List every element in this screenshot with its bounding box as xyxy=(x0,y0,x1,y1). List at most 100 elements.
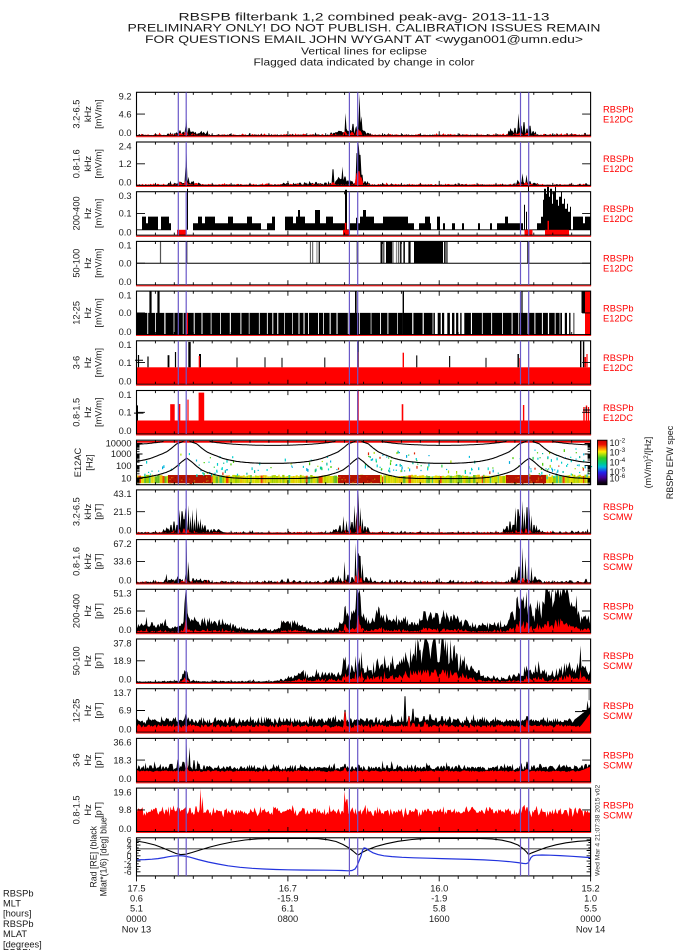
svg-text:9.8: 9.8 xyxy=(119,805,132,815)
svg-text:RBSPb: RBSPb xyxy=(603,105,634,115)
svg-text:E12DC: E12DC xyxy=(603,214,633,224)
svg-text:[pT]: [pT] xyxy=(94,802,104,818)
svg-text:0.0: 0.0 xyxy=(119,426,132,436)
svg-text:Vertical lines for eclipse: Vertical lines for eclipse xyxy=(301,46,428,57)
svg-text:RBSPb: RBSPb xyxy=(603,154,634,164)
svg-text:0.0: 0.0 xyxy=(119,128,132,138)
svg-text:SCMW: SCMW xyxy=(603,661,633,671)
svg-text:SCMW: SCMW xyxy=(603,761,633,771)
svg-text:RBSPb: RBSPb xyxy=(603,502,634,512)
svg-text:3.2-6.5: 3.2-6.5 xyxy=(72,497,82,526)
svg-text:1000: 1000 xyxy=(111,449,132,459)
svg-text:0.1: 0.1 xyxy=(119,358,132,368)
svg-text:RBSPb: RBSPb xyxy=(603,800,634,810)
svg-text:RBSPb: RBSPb xyxy=(603,403,634,413)
svg-text:16.7: 16.7 xyxy=(279,883,297,893)
svg-text:RBSPb: RBSPb xyxy=(603,254,634,264)
svg-text:RBSPb: RBSPb xyxy=(3,919,34,929)
svg-text:Hz: Hz xyxy=(83,704,93,716)
svg-text:SCMW: SCMW xyxy=(603,612,633,622)
svg-text:43.1: 43.1 xyxy=(113,489,131,499)
svg-text:Hz: Hz xyxy=(83,655,93,667)
svg-text:Nov 13: Nov 13 xyxy=(122,924,151,934)
svg-text:kHz: kHz xyxy=(83,106,93,122)
svg-text:Rad [RE] (black: Rad [RE] (black xyxy=(89,825,99,887)
svg-text:1.0: 1.0 xyxy=(584,894,597,904)
svg-text:RBSPb: RBSPb xyxy=(603,701,634,711)
svg-text:0.0: 0.0 xyxy=(119,575,132,585)
svg-text:[pT]: [pT] xyxy=(94,504,104,520)
svg-text:3-6: 3-6 xyxy=(72,753,82,766)
svg-text:0.1: 0.1 xyxy=(119,408,132,418)
svg-text:3.2-6.5: 3.2-6.5 xyxy=(72,100,82,129)
svg-text:6.1: 6.1 xyxy=(281,904,294,914)
svg-text:2: 2 xyxy=(127,846,132,856)
svg-text:0.1: 0.1 xyxy=(119,241,132,251)
svg-text:0: 0 xyxy=(127,851,132,861)
svg-text:200-400: 200-400 xyxy=(72,594,82,628)
svg-text:MLT: MLT xyxy=(3,899,21,909)
svg-text:[pT]: [pT] xyxy=(94,702,104,718)
svg-text:-6: -6 xyxy=(124,867,132,877)
svg-text:6.9: 6.9 xyxy=(119,706,132,716)
svg-text:0.1: 0.1 xyxy=(119,290,132,300)
svg-text:-2: -2 xyxy=(124,856,132,866)
svg-text:50-100: 50-100 xyxy=(72,249,82,278)
svg-text:10000: 10000 xyxy=(106,439,132,449)
svg-text:RBSPb EFW spec: RBSPb EFW spec xyxy=(665,425,675,499)
svg-text:PRELIMINARY ONLY! DO NOT PUBLI: PRELIMINARY ONLY! DO NOT PUBLISH. CALIBR… xyxy=(128,23,601,35)
svg-text:15.2: 15.2 xyxy=(582,883,600,893)
svg-text:[pT]: [pT] xyxy=(94,603,104,619)
svg-text:[mV/m]: [mV/m] xyxy=(94,348,104,377)
svg-text:25.6: 25.6 xyxy=(113,606,131,616)
svg-text:[mV/m]: [mV/m] xyxy=(94,398,104,427)
svg-text:36.6: 36.6 xyxy=(113,738,131,748)
svg-text:19.6: 19.6 xyxy=(113,787,131,797)
svg-text:67.2: 67.2 xyxy=(113,539,131,549)
svg-text:0.0: 0.0 xyxy=(119,178,132,188)
svg-text:[mV/m]: [mV/m] xyxy=(94,99,104,128)
svg-text:RBSPb: RBSPb xyxy=(603,353,634,363)
svg-text:SCMW: SCMW xyxy=(603,512,633,522)
svg-text:4: 4 xyxy=(127,840,132,850)
svg-text:RBSPb: RBSPb xyxy=(603,751,634,761)
svg-text:0.0: 0.0 xyxy=(119,277,132,287)
svg-text:18.3: 18.3 xyxy=(113,755,131,765)
svg-text:0.8-1.6: 0.8-1.6 xyxy=(72,149,82,178)
svg-text:10-5: 10-5 xyxy=(610,467,626,478)
svg-text:Mlat*(1/6) [deg] blue: Mlat*(1/6) [deg] blue xyxy=(99,817,109,896)
svg-text:SCMW: SCMW xyxy=(603,562,633,572)
svg-text:kHz: kHz xyxy=(83,155,93,171)
svg-text:E12AC: E12AC xyxy=(73,447,83,477)
svg-text:[mV/m]: [mV/m] xyxy=(94,248,104,277)
svg-text:kHz: kHz xyxy=(83,503,93,519)
svg-text:Hz: Hz xyxy=(83,257,93,269)
svg-text:MLAT: MLAT xyxy=(3,929,27,939)
svg-text:FOR QUESTIONS EMAIL JOHN WYGAN: FOR QUESTIONS EMAIL JOHN WYGANT AT <wyga… xyxy=(145,34,583,46)
svg-text:E12DC: E12DC xyxy=(603,115,633,125)
svg-text:5.5: 5.5 xyxy=(584,904,597,914)
svg-text:RBSPb: RBSPb xyxy=(3,888,34,898)
svg-text:RBSPb: RBSPb xyxy=(603,602,634,612)
svg-text:[degrees]: [degrees] xyxy=(3,939,42,949)
svg-text:[mV/m]: [mV/m] xyxy=(94,199,104,228)
svg-text:Hz: Hz xyxy=(83,357,93,369)
svg-text:0.1: 0.1 xyxy=(119,390,132,400)
svg-text:0.0: 0.0 xyxy=(119,675,132,685)
svg-text:SCMW: SCMW xyxy=(603,810,633,820)
svg-text:(mV/m)2/[Hz]: (mV/m)2/[Hz] xyxy=(643,437,653,489)
svg-text:1.2: 1.2 xyxy=(119,159,132,169)
svg-text:0.8-1.5: 0.8-1.5 xyxy=(72,795,82,824)
svg-text:SCMW: SCMW xyxy=(603,711,633,721)
svg-text:[pT]: [pT] xyxy=(94,752,104,768)
svg-text:0.0: 0.0 xyxy=(119,526,132,536)
svg-text:0.0: 0.0 xyxy=(119,824,132,834)
svg-text:RBSPB filterbank 1,2 combined: RBSPB filterbank 1,2 combined peak-avg- … xyxy=(179,11,550,23)
svg-text:0000: 0000 xyxy=(126,914,147,924)
svg-text:0.1: 0.1 xyxy=(119,340,132,350)
svg-text:9.2: 9.2 xyxy=(119,92,132,102)
svg-text:100: 100 xyxy=(116,461,132,471)
svg-text:RBSPb: RBSPb xyxy=(3,948,34,950)
svg-text:Wed Mar 4 21:07:38 2015 v02: Wed Mar 4 21:07:38 2015 v02 xyxy=(595,784,602,876)
svg-text:0.0: 0.0 xyxy=(119,258,132,268)
